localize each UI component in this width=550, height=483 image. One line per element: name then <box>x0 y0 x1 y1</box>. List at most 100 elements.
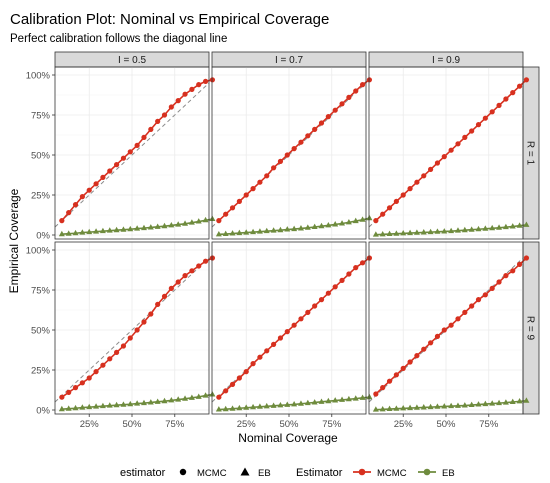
data-point-eb <box>168 222 175 228</box>
data-point-eb <box>215 406 222 412</box>
data-point-mcmc <box>455 316 461 322</box>
data-point-mcmc <box>189 268 195 274</box>
data-point-eb <box>393 230 400 236</box>
data-point-eb <box>352 395 359 401</box>
data-point-mcmc <box>161 112 168 118</box>
data-point-mcmc <box>414 353 420 359</box>
y-tick-label: 0% <box>36 405 50 416</box>
panel-border <box>54 66 210 240</box>
data-point-mcmc <box>380 385 386 391</box>
data-point-mcmc <box>229 205 236 211</box>
data-point-mcmc <box>325 290 331 296</box>
data-point-eb <box>502 399 509 405</box>
data-point-eb <box>393 405 400 411</box>
data-point-eb <box>250 228 257 235</box>
data-point-eb <box>256 228 263 234</box>
data-point-mcmc <box>223 211 229 217</box>
data-point-eb <box>366 214 373 221</box>
data-point-mcmc <box>168 104 174 110</box>
data-point-eb <box>489 224 496 231</box>
data-point-eb <box>468 226 475 232</box>
legend-dot-eb <box>423 468 431 476</box>
data-point-mcmc <box>393 372 399 378</box>
data-point-eb <box>345 218 352 225</box>
data-point-eb <box>325 222 332 228</box>
data-point-eb <box>182 220 189 226</box>
data-point-mcmc <box>93 369 99 375</box>
data-point-eb <box>516 397 523 404</box>
data-point-eb <box>93 403 100 409</box>
data-point-eb <box>413 404 420 410</box>
data-point-eb <box>236 404 243 411</box>
y-tick-label: 50% <box>31 325 51 336</box>
facet-strip-label: R = 1 <box>525 141 536 166</box>
data-point-mcmc <box>196 263 202 269</box>
data-point-mcmc <box>209 77 216 83</box>
data-point-eb <box>454 402 461 408</box>
data-point-mcmc <box>243 192 249 198</box>
data-point-mcmc <box>441 154 447 160</box>
data-point-mcmc <box>59 394 65 400</box>
data-point-eb <box>482 225 489 231</box>
data-point-mcmc <box>284 329 290 335</box>
data-point-mcmc <box>59 218 65 224</box>
data-point-eb <box>270 227 277 233</box>
data-point-mcmc <box>400 365 406 371</box>
data-point-mcmc <box>346 271 352 277</box>
data-point-eb <box>86 403 93 410</box>
data-point-mcmc <box>100 362 106 368</box>
data-point-eb <box>99 227 106 234</box>
data-point-eb <box>229 230 236 236</box>
data-point-eb <box>113 401 120 408</box>
data-point-eb <box>256 403 263 409</box>
legend-shape-title: estimator <box>120 467 166 479</box>
data-point-eb <box>427 403 434 410</box>
data-point-eb <box>120 226 127 232</box>
data-point-eb <box>277 226 284 233</box>
data-point-eb <box>175 221 182 227</box>
data-point-mcmc <box>462 309 468 315</box>
data-point-eb <box>188 394 195 400</box>
data-point-mcmc <box>202 78 209 84</box>
data-point-eb <box>448 227 455 234</box>
data-point-eb <box>400 230 407 236</box>
facet-strip-label: R = 9 <box>525 316 536 341</box>
data-point-eb <box>325 397 332 404</box>
data-point-mcmc <box>339 101 345 107</box>
y-tick-label: 25% <box>31 365 51 376</box>
data-point-eb <box>127 225 134 232</box>
data-point-mcmc <box>359 82 366 88</box>
data-point-mcmc <box>380 211 386 217</box>
facet-strip-label: I = 0.9 <box>432 55 461 66</box>
data-point-eb <box>482 400 489 407</box>
data-point-eb <box>175 396 182 402</box>
data-point-mcmc <box>182 273 188 279</box>
data-point-mcmc <box>236 375 242 381</box>
data-point-mcmc <box>134 327 140 333</box>
data-point-eb <box>161 397 168 404</box>
data-point-eb <box>359 394 366 400</box>
data-point-mcmc <box>448 322 454 328</box>
data-point-mcmc <box>489 285 495 291</box>
data-point-mcmc <box>475 297 482 303</box>
data-point-mcmc <box>155 118 161 124</box>
data-point-mcmc <box>510 268 516 274</box>
data-point-eb <box>202 392 209 398</box>
data-point-eb <box>345 395 352 402</box>
data-point-mcmc <box>250 186 256 192</box>
data-point-mcmc <box>155 301 161 307</box>
x-tick-label: 25% <box>237 419 257 430</box>
data-point-eb <box>386 230 393 237</box>
data-point-eb <box>461 402 468 408</box>
data-point-mcmc <box>496 279 502 285</box>
data-point-eb <box>127 400 134 407</box>
panel-I05-R1: 0% 25% 50% 75% 100% <box>26 66 216 241</box>
data-point-mcmc <box>393 198 399 204</box>
data-point-eb <box>182 395 189 401</box>
data-point-eb <box>188 219 195 225</box>
data-point-eb <box>407 404 414 411</box>
data-point-eb <box>195 218 202 224</box>
x-tick-label: 50% <box>436 419 456 430</box>
data-point-eb <box>195 393 202 399</box>
data-point-mcmc <box>107 168 113 174</box>
